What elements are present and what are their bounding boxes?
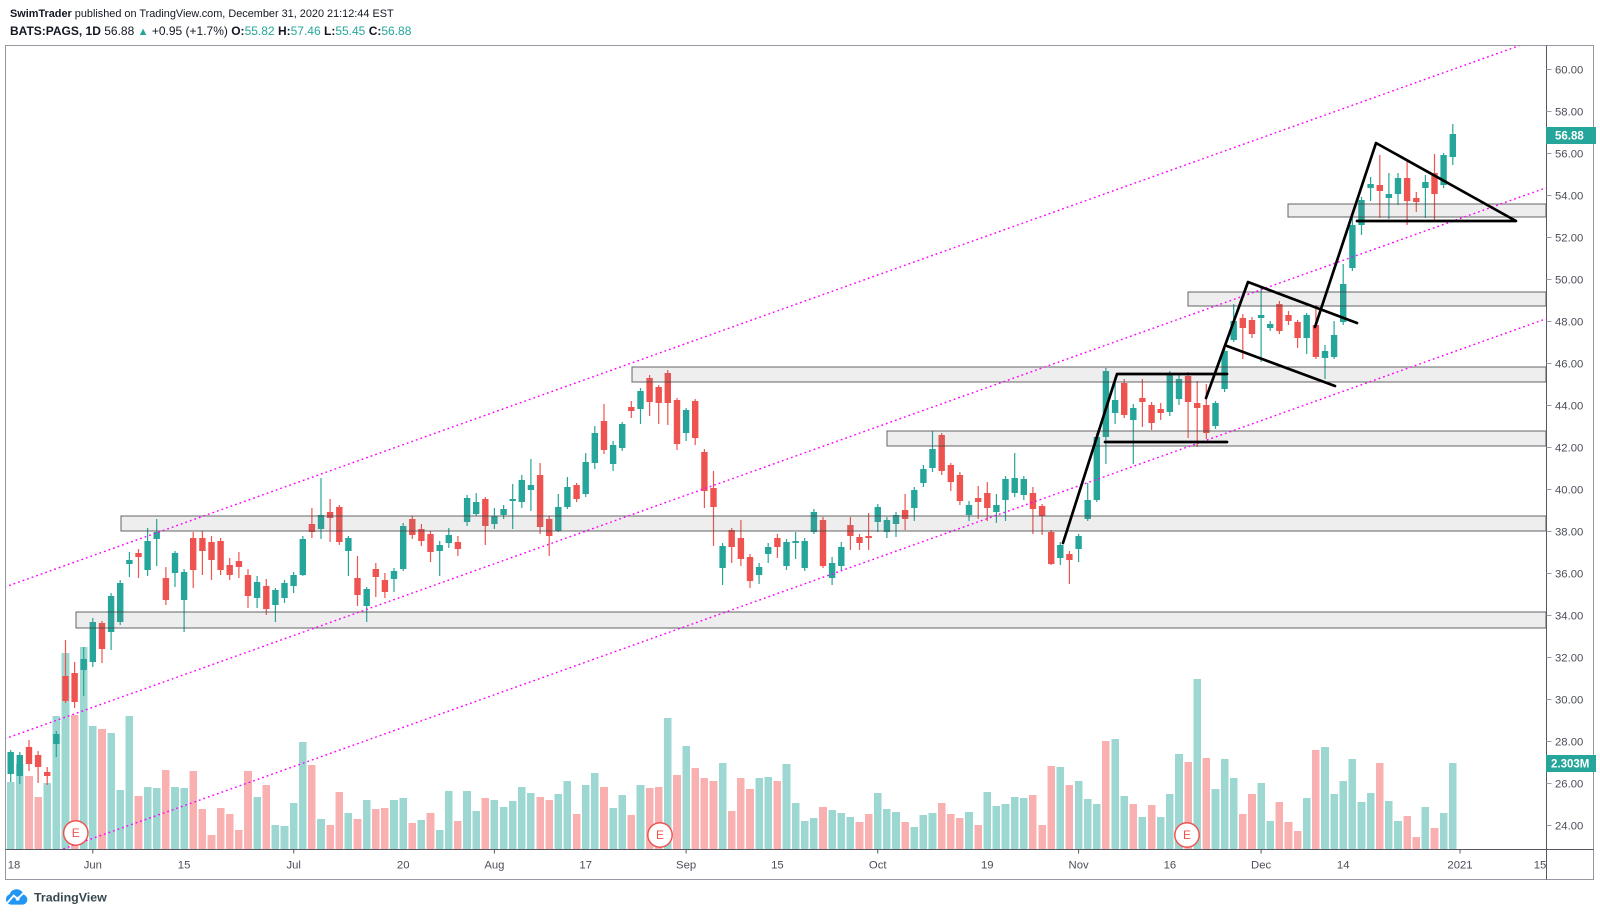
svg-text:E: E <box>72 826 80 840</box>
svg-text:18: 18 <box>8 860 21 872</box>
svg-text:46.00: 46.00 <box>1555 359 1583 371</box>
svg-text:30.00: 30.00 <box>1555 695 1583 707</box>
svg-text:E: E <box>1183 828 1191 842</box>
svg-text:60.00: 60.00 <box>1555 65 1583 77</box>
svg-text:56.00: 56.00 <box>1555 149 1583 161</box>
svg-text:58.00: 58.00 <box>1555 107 1583 119</box>
svg-text:19: 19 <box>981 860 994 872</box>
svg-text:Oct: Oct <box>869 860 887 872</box>
svg-text:17: 17 <box>579 860 592 872</box>
svg-text:54.00: 54.00 <box>1555 191 1583 203</box>
svg-text:E: E <box>656 828 664 842</box>
svg-text:56.88: 56.88 <box>1555 131 1584 143</box>
svg-text:15: 15 <box>1534 860 1547 872</box>
svg-text:Sep: Sep <box>676 860 696 872</box>
svg-text:Aug: Aug <box>484 860 504 872</box>
svg-text:2021: 2021 <box>1447 860 1472 872</box>
svg-text:Nov: Nov <box>1069 860 1089 872</box>
svg-text:Jun: Jun <box>84 860 102 872</box>
svg-text:16: 16 <box>1164 860 1177 872</box>
svg-text:BATS:PAGS, 1D 56.88 ▲ +0.95 (+: BATS:PAGS, 1D 56.88 ▲ +0.95 (+1.7%) O:55… <box>10 24 412 38</box>
svg-text:52.00: 52.00 <box>1555 233 1583 245</box>
svg-text:26.00: 26.00 <box>1555 779 1583 791</box>
svg-text:14: 14 <box>1337 860 1350 872</box>
svg-text:48.00: 48.00 <box>1555 317 1583 329</box>
svg-text:Dec: Dec <box>1251 860 1271 872</box>
svg-text:15: 15 <box>178 860 191 872</box>
svg-text:42.00: 42.00 <box>1555 443 1583 455</box>
svg-text:34.00: 34.00 <box>1555 611 1583 623</box>
svg-text:38.00: 38.00 <box>1555 527 1583 539</box>
svg-text:28.00: 28.00 <box>1555 737 1583 749</box>
svg-text:TradingView: TradingView <box>34 891 107 905</box>
svg-text:36.00: 36.00 <box>1555 569 1583 581</box>
svg-text:Jul: Jul <box>286 860 300 872</box>
svg-text:32.00: 32.00 <box>1555 653 1583 665</box>
svg-text:SwimTrader published on Tradin: SwimTrader published on TradingView.com,… <box>10 8 394 20</box>
svg-text:15: 15 <box>771 860 784 872</box>
svg-text:2.303M: 2.303M <box>1551 759 1589 771</box>
svg-text:44.00: 44.00 <box>1555 401 1583 413</box>
svg-text:50.00: 50.00 <box>1555 275 1583 287</box>
svg-text:40.00: 40.00 <box>1555 485 1583 497</box>
svg-text:20: 20 <box>397 860 410 872</box>
svg-text:24.00: 24.00 <box>1555 821 1583 833</box>
